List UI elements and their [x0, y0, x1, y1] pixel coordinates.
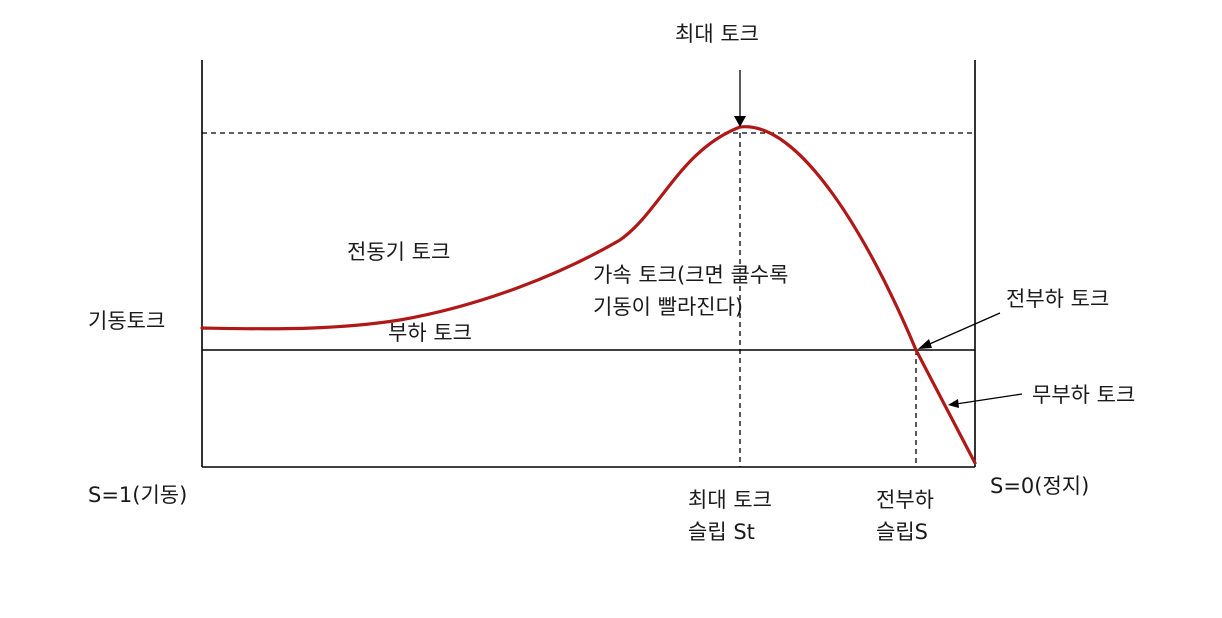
max-torque-arrowhead: [734, 116, 746, 127]
full-load-torque-arrowhead: [918, 339, 932, 349]
accel-torque-label-line2: 기동이 빨라진다): [593, 295, 743, 319]
motor-torque-label: 전동기 토크: [347, 240, 450, 264]
no-load-torque-arrow: [955, 393, 1023, 405]
full-load-torque-label: 전부하 토크: [1006, 287, 1109, 311]
no-load-torque-arrowhead: [948, 399, 959, 408]
starting-torque-label: 기동토크: [88, 309, 165, 333]
max-torque-top-label: 최대 토크: [675, 22, 759, 46]
full-load-slip-label-line2: 슬립S: [876, 520, 928, 544]
load-torque-label: 부하 토크: [388, 321, 472, 345]
no-load-torque-label: 무부하 토크: [1032, 383, 1135, 407]
full-load-slip-label-line1: 전부하: [876, 488, 934, 512]
slip-stop-label: S=0(정지): [990, 474, 1089, 498]
slip-start-label: S=1(기동): [88, 483, 187, 507]
max-torque-slip-label-line2: 슬립 St: [688, 520, 755, 544]
full-load-torque-arrow: [924, 312, 1001, 347]
accel-torque-label-line1: 가속 토크(크면 클수록: [593, 263, 788, 287]
motor-torque-curve: [200, 125, 977, 465]
max-torque-slip-label-line1: 최대 토크: [688, 488, 772, 512]
